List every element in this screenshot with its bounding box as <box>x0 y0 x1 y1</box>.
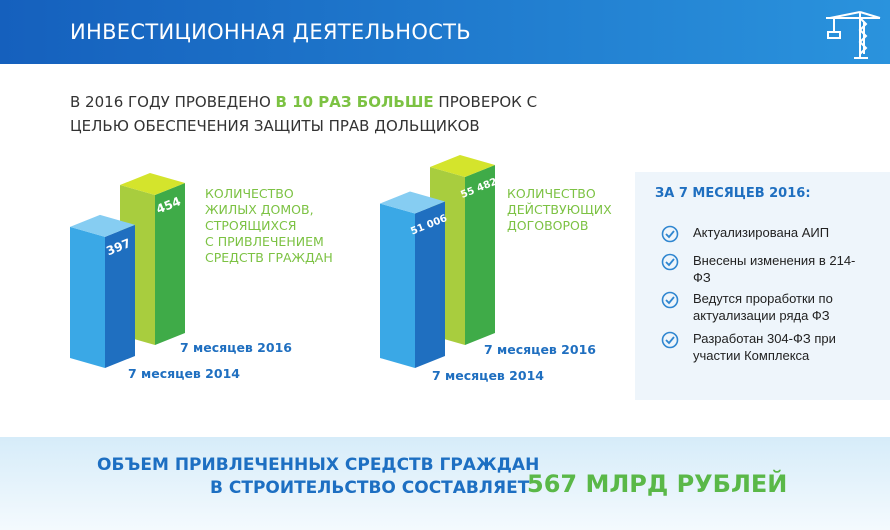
panel-item: Ведутся проработки по актуализации ряда … <box>693 291 833 323</box>
bar <box>380 191 445 368</box>
chart-label: КОЛИЧЕСТВО <box>507 186 596 201</box>
bar-face <box>380 203 415 368</box>
bar-face <box>70 226 105 368</box>
footer-line: ОБЪЕМ ПРИВЛЕЧЕННЫХ СРЕДСТВ ГРАЖДАН <box>97 455 540 475</box>
headline: В 2016 ГОДУ ПРОВЕДЕНО В 10 РАЗ БОЛЬШЕ ПР… <box>70 90 590 138</box>
check-mark <box>665 296 675 305</box>
bar-top <box>120 173 185 195</box>
check-icon <box>661 291 679 309</box>
panel-item: Актуализирована АИП <box>693 225 830 240</box>
headline-text: ПРОВЕРОК С ЦЕЛЬЮ ОБЕСПЕЧЕНИЯ ЗАЩИТЫ ПРАВ… <box>70 93 538 135</box>
panel-item: Разработан 304-ФЗ при участии Комплекса <box>693 331 836 363</box>
category-label: 7 месяцев 2016 <box>484 342 596 357</box>
bar-top <box>380 191 445 214</box>
bar-face <box>105 224 135 368</box>
chart-label: ДЕЙСТВУЮЩИХ <box>507 202 612 217</box>
crane-icon <box>826 11 881 59</box>
chart-label: ЖИЛЫХ ДОМОВ, <box>205 202 314 217</box>
chart-label: СРЕДСТВ ГРАЖДАН <box>205 250 333 265</box>
check-icon <box>661 225 679 243</box>
footer-amount: 567 МЛРД РУБЛЕЙ <box>527 470 788 498</box>
headline-highlight: В 10 РАЗ БОЛЬШЕ <box>275 93 434 111</box>
bar-face <box>415 201 445 368</box>
chart-label: С ПРИВЛЕЧЕНИЕМ <box>205 234 324 249</box>
info-panel <box>635 172 890 400</box>
footer-line: В СТРОИТЕЛЬСТВО СОСТАВЛЯЕТ <box>210 478 530 498</box>
category-label: 7 месяцев 2014 <box>128 366 240 381</box>
check-circle <box>661 291 679 309</box>
check-icon <box>661 331 679 349</box>
check-circle <box>661 225 679 243</box>
chart-label: СТРОЯЩИХСЯ <box>205 218 297 233</box>
bar-face <box>155 183 185 345</box>
check-mark <box>665 336 675 345</box>
check-icon <box>661 253 679 271</box>
category-label: 7 месяцев 2014 <box>432 368 544 383</box>
bar-top <box>430 155 495 177</box>
bar <box>70 214 135 368</box>
header-band <box>0 0 890 64</box>
footer-band <box>0 437 890 530</box>
check-mark <box>665 230 675 239</box>
bar-face <box>465 165 495 345</box>
check-circle <box>661 253 679 271</box>
bar-top <box>70 214 135 237</box>
headline-text: В 2016 ГОДУ ПРОВЕДЕНО <box>70 93 271 111</box>
category-label: 7 месяцев 2016 <box>180 340 292 355</box>
check-mark <box>665 258 675 267</box>
header-title: ИНВЕСТИЦИОННАЯ ДЕЯТЕЛЬНОСТЬ <box>70 20 472 44</box>
panel-item: Внесены изменения в 214-ФЗ <box>693 253 856 285</box>
chart-label: КОЛИЧЕСТВО <box>205 186 294 201</box>
chart-label: ДОГОВОРОВ <box>507 218 589 233</box>
panel-title: ЗА 7 МЕСЯЦЕВ 2016: <box>655 186 811 201</box>
check-circle <box>661 331 679 349</box>
